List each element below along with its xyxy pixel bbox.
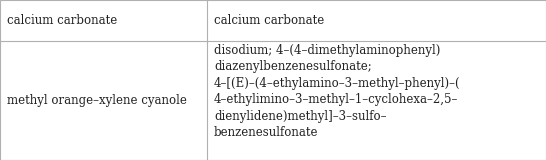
Text: calcium carbonate: calcium carbonate <box>7 14 117 27</box>
Text: calcium carbonate: calcium carbonate <box>214 14 324 27</box>
Text: disodium; 4–(4–dimethylaminophenyl)
diazenylbenzenesulfonate;
4–[(E)–(4–ethylami: disodium; 4–(4–dimethylaminophenyl) diaz… <box>214 44 461 139</box>
Text: methyl orange–xylene cyanole: methyl orange–xylene cyanole <box>7 94 186 107</box>
